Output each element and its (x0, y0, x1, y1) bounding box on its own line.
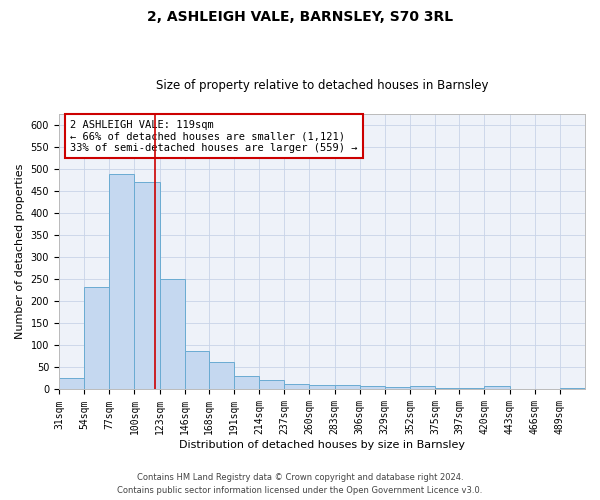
Bar (359, 386, 385, 390)
Bar (185, 350, 209, 390)
Bar (109, 174, 134, 390)
Bar (209, 362, 234, 390)
Bar (459, 388, 484, 390)
Bar (484, 386, 509, 390)
Bar (335, 385, 359, 390)
Bar (560, 388, 585, 390)
X-axis label: Distribution of detached houses by size in Barnsley: Distribution of detached houses by size … (179, 440, 465, 450)
Bar (134, 182, 160, 390)
Bar (259, 380, 284, 390)
Bar (160, 280, 185, 390)
Text: 2, ASHLEIGH VALE, BARNSLEY, S70 3RL: 2, ASHLEIGH VALE, BARNSLEY, S70 3RL (147, 10, 453, 24)
Bar (310, 385, 335, 390)
Bar (84, 287, 109, 390)
Bar (410, 386, 435, 390)
Title: Size of property relative to detached houses in Barnsley: Size of property relative to detached ho… (156, 79, 488, 92)
Bar (59, 378, 84, 390)
Bar (284, 384, 310, 390)
Text: 2 ASHLEIGH VALE: 119sqm
← 66% of detached houses are smaller (1,121)
33% of semi: 2 ASHLEIGH VALE: 119sqm ← 66% of detache… (70, 120, 358, 153)
Text: Contains HM Land Registry data © Crown copyright and database right 2024.
Contai: Contains HM Land Registry data © Crown c… (118, 474, 482, 495)
Y-axis label: Number of detached properties: Number of detached properties (15, 164, 25, 340)
Bar (435, 388, 459, 390)
Bar (234, 376, 259, 390)
Bar (385, 388, 410, 390)
